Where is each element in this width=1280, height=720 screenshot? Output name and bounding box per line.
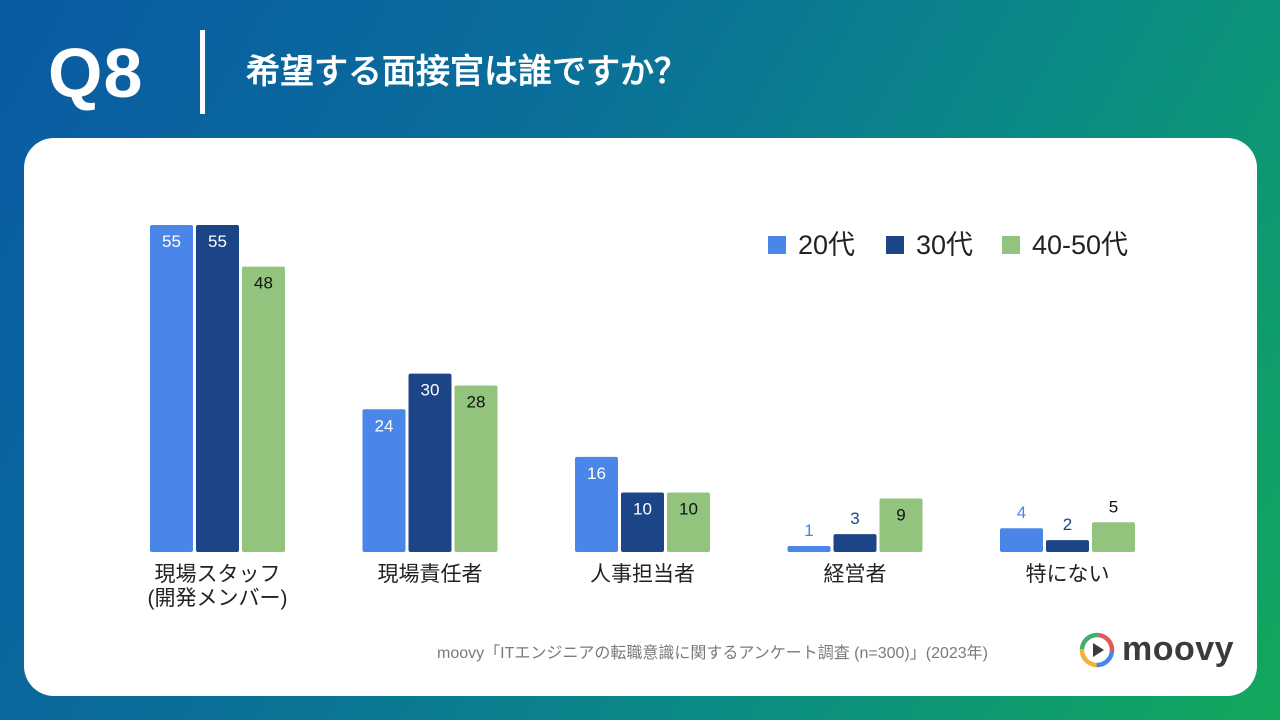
source-note: moovy「ITエンジニアの転職意識に関するアンケート調査 (n=300)」(2…: [437, 645, 988, 662]
data-label: 9: [896, 505, 905, 524]
data-label: 2: [1063, 515, 1072, 534]
chart-card: 55 55 48 現場スタッフ (開発メンバー) 24 30 28 現場責任者 16 10 10 人事担…: [24, 138, 1257, 696]
legend-label: 40-50代: [1032, 230, 1128, 260]
header-divider: [200, 30, 205, 114]
bar-30代-2: [621, 492, 664, 552]
data-label: 10: [633, 500, 652, 519]
bar-40-50代-0: [242, 266, 285, 552]
bar-20代-1: [362, 409, 406, 552]
category-label: 現場スタッフ: [155, 563, 281, 586]
data-label: 1: [804, 521, 813, 540]
data-label: 16: [587, 464, 606, 483]
data-label: 28: [467, 393, 486, 412]
category-label: 人事担当者: [590, 563, 695, 586]
data-label: 55: [208, 232, 227, 251]
category-label: (開発メンバー): [148, 587, 288, 610]
bar-30代-0: [196, 225, 239, 552]
data-label: 3: [850, 509, 859, 528]
bar-20代-3: [787, 546, 831, 552]
bar-40-50代-2: [667, 492, 710, 552]
bar-30代-1: [408, 373, 452, 552]
bar-20代-0: [150, 225, 193, 552]
legend-swatch: [886, 236, 904, 254]
moovy-logo: moovy: [1078, 630, 1234, 669]
play-icon: [1079, 632, 1115, 667]
legend-swatch: [768, 236, 786, 254]
legend-swatch: [1002, 236, 1020, 254]
bar-30代-3: [833, 534, 877, 552]
legend-label: 20代: [798, 230, 855, 260]
data-label: 4: [1017, 503, 1026, 522]
legend-label: 30代: [916, 230, 973, 260]
bar-20代-4: [1000, 528, 1043, 552]
bar-30代-4: [1046, 540, 1089, 552]
bar-20代-2: [575, 456, 618, 552]
bar-40-50代-4: [1092, 522, 1135, 552]
category-label: 現場責任者: [378, 563, 483, 586]
data-label: 10: [679, 500, 698, 519]
data-label: 30: [421, 381, 440, 400]
question-number: Q8: [48, 34, 144, 112]
bar-40-50代-3: [879, 498, 923, 552]
category-label: 経営者: [824, 563, 887, 586]
category-label: 特にない: [1026, 563, 1110, 586]
bar-40-50代-1: [454, 385, 498, 552]
data-label: 24: [375, 416, 394, 435]
data-label: 48: [254, 274, 273, 293]
logo-wordmark: moovy: [1122, 630, 1235, 668]
data-label: 5: [1109, 497, 1118, 516]
data-label: 55: [162, 232, 181, 251]
question-title: 希望する面接官は誰ですか？: [246, 53, 688, 91]
